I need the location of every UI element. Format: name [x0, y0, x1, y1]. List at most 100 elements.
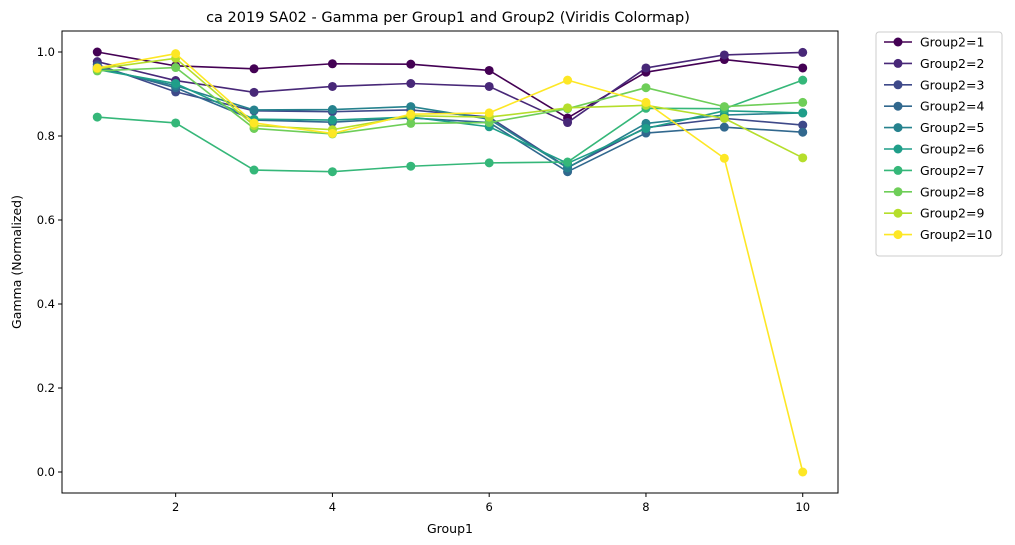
legend-marker: [893, 230, 903, 240]
y-tick-label: 0.6: [37, 213, 55, 227]
legend-marker: [893, 58, 903, 68]
data-point: [798, 127, 808, 137]
data-point: [798, 97, 808, 107]
series-line: [97, 57, 804, 159]
legend-frame: [875, 31, 1003, 257]
data-point: [563, 103, 573, 113]
legend-label: Group2=8: [920, 184, 984, 199]
x-tick-label: 4: [329, 500, 336, 514]
data-point: [563, 118, 573, 128]
legend-label: Group2=3: [920, 77, 984, 92]
data-point: [327, 81, 337, 91]
data-point: [798, 75, 808, 85]
legend-marker: [893, 187, 903, 197]
data-point: [641, 63, 651, 73]
legend-marker: [893, 144, 903, 154]
data-point: [327, 115, 337, 125]
data-point: [563, 75, 573, 85]
x-axis: 2 4 6 8 10: [172, 493, 810, 514]
data-point: [406, 161, 416, 171]
y-tick-label: 1.0: [37, 45, 55, 59]
legend-item: Group2=2: [884, 56, 984, 71]
data-point: [641, 83, 651, 93]
y-tick-label: 0.8: [37, 129, 55, 143]
series-2: [92, 47, 808, 128]
x-tick-label: 8: [642, 500, 649, 514]
data-point: [798, 467, 808, 477]
data-point: [171, 79, 181, 88]
y-tick-label: 0.4: [37, 297, 55, 311]
data-point: [798, 108, 808, 118]
data-point: [798, 47, 808, 57]
legend-label: Group2=2: [920, 56, 984, 71]
data-point: [327, 59, 337, 69]
legend-label: Group2=10: [920, 227, 992, 242]
legend-item: Group2=1: [884, 35, 984, 50]
x-tick-label: 6: [486, 500, 493, 514]
data-point: [406, 59, 416, 69]
y-tick-label: 0.0: [37, 465, 55, 479]
data-point: [798, 120, 808, 130]
data-point: [484, 158, 494, 168]
data-point: [92, 112, 102, 122]
data-point: [406, 118, 416, 128]
legend-marker: [893, 208, 903, 218]
legend: Group2=1 Group2=2 Group2=3 Group2=4 Group2=5…: [875, 31, 1003, 257]
legend-marker: [893, 37, 903, 47]
data-point: [484, 108, 494, 118]
x-tick-label: 2: [172, 500, 179, 514]
data-point: [563, 157, 573, 167]
legend-item: Group2=6: [884, 142, 984, 157]
data-point: [171, 118, 181, 128]
series-line: [97, 67, 803, 169]
data-point: [406, 109, 416, 119]
data-point: [798, 63, 808, 73]
legend-item: Group2=10: [884, 227, 992, 242]
data-point: [249, 87, 259, 97]
legend-label: Group2=5: [920, 120, 984, 135]
plot-area: [92, 47, 808, 477]
data-point: [641, 97, 651, 107]
legend-marker: [893, 165, 903, 175]
data-point: [92, 63, 102, 73]
data-point: [484, 65, 494, 75]
y-axis-label: Gamma (Normalized): [9, 195, 24, 329]
legend-label: Group2=6: [920, 142, 984, 157]
legend-item: Group2=9: [884, 206, 984, 221]
chart-title: ca 2019 SA02 - Gamma per Group1 and Grou…: [206, 10, 690, 26]
legend-label: Group2=9: [920, 206, 984, 221]
y-tick-label: 0.2: [37, 381, 55, 395]
series-line: [97, 51, 803, 124]
data-point: [719, 122, 729, 132]
data-point: [249, 165, 259, 175]
data-point: [249, 118, 259, 128]
x-axis-label: Group1: [427, 521, 473, 536]
legend-marker: [893, 101, 903, 111]
data-point: [92, 47, 102, 57]
legend-label: Group2=4: [920, 99, 984, 114]
data-point: [171, 49, 181, 59]
series-line: [97, 68, 803, 165]
data-point: [719, 113, 729, 123]
data-point: [249, 105, 259, 115]
plot-frame: [61, 30, 839, 494]
data-point: [327, 105, 337, 115]
legend-label: Group2=7: [920, 163, 984, 178]
series-10: [92, 49, 808, 477]
data-point: [719, 50, 729, 60]
series-line: [97, 79, 804, 173]
legend-marker: [893, 123, 903, 133]
data-point: [641, 123, 651, 133]
data-point: [406, 79, 416, 88]
series-line: [97, 51, 803, 119]
legend-item: Group2=7: [884, 163, 984, 178]
legend-item: Group2=8: [884, 184, 984, 199]
data-point: [406, 102, 416, 112]
y-axis: 0.0 0.2 0.4 0.6 0.8 1.0: [37, 45, 62, 479]
legend-item: Group2=3: [884, 77, 984, 92]
data-point: [798, 153, 808, 163]
data-point: [249, 64, 259, 74]
data-point: [719, 102, 729, 112]
legend-marker: [893, 80, 903, 90]
series-line: [97, 66, 803, 135]
